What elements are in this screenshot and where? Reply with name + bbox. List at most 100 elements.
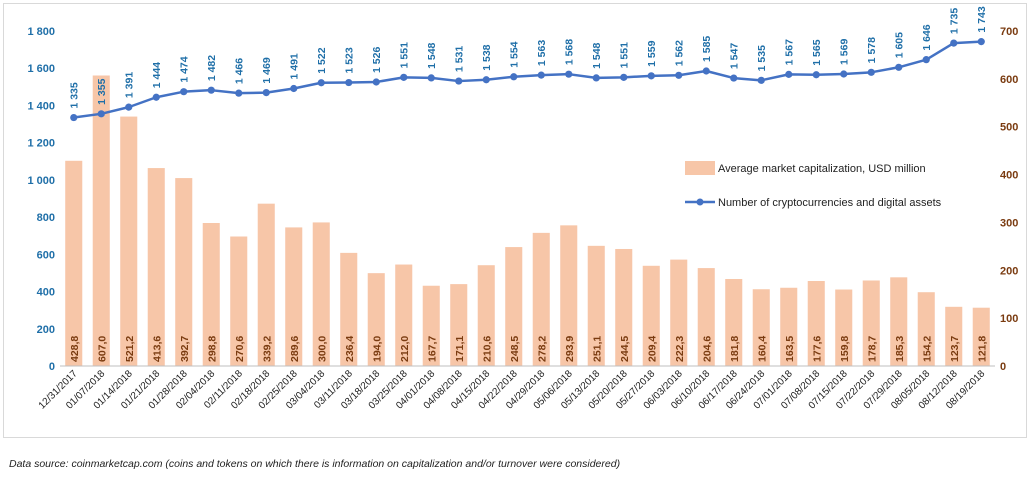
bar-value-label: 521,2	[124, 336, 136, 362]
line-value-label: 1 335	[69, 82, 81, 108]
line-value-label: 1 551	[399, 42, 411, 68]
line-value-label: 1 551	[619, 42, 631, 68]
bar	[230, 236, 248, 366]
bar-value-label: 339,2	[261, 336, 273, 362]
line-point	[152, 93, 160, 101]
bar	[615, 248, 633, 366]
right-axis-tick-label: 300	[1000, 217, 1018, 229]
line-point	[977, 38, 985, 46]
legend-line-marker	[696, 198, 704, 206]
line-value-label: 1 538	[481, 44, 493, 70]
line-point	[345, 78, 353, 87]
bar-value-label: 167,7	[426, 336, 438, 362]
bar-value-label: 181,8	[729, 336, 741, 362]
bar-value-label: 413,6	[151, 336, 163, 362]
bar-series	[65, 75, 990, 366]
legend-line-label: Number of cryptocurrencies and digital a…	[718, 197, 942, 209]
bar-value-label: 289,6	[289, 336, 301, 362]
line-value-label: 1 735	[949, 8, 961, 34]
bar	[560, 225, 578, 366]
legend-bar-label: Average market capitalization, USD milli…	[718, 163, 926, 175]
bar-value-label: 185,3	[894, 336, 906, 362]
bar-value-label: 222,3	[674, 336, 686, 362]
bar	[422, 285, 440, 366]
line-point	[757, 76, 765, 84]
line-value-label: 1 743	[976, 6, 988, 32]
bar	[285, 227, 303, 366]
left-axis-tick-label: 800	[37, 212, 55, 224]
line-value-label: 1 355	[96, 78, 108, 104]
bar-value-label: 212,0	[399, 336, 411, 362]
line-point	[125, 103, 133, 111]
line-value-label: 1 391	[124, 72, 136, 98]
right-axis-tick-label: 0	[1000, 361, 1006, 373]
line-point	[180, 88, 188, 96]
bar-value-label: 236,4	[344, 336, 356, 362]
line-point	[317, 79, 325, 87]
line-value-label: 1 474	[179, 56, 191, 82]
bar-value-label: 209,4	[646, 336, 658, 362]
line-value-label: 1 547	[729, 43, 741, 69]
line-value-label: 1 522	[316, 47, 328, 73]
legend: Average market capitalization, USD milli…	[685, 161, 942, 209]
bar	[945, 306, 963, 366]
bar-value-label: 210,6	[481, 336, 493, 362]
source-note: Data source: coinmarketcap.com (coins an…	[9, 458, 621, 470]
line-point	[730, 74, 738, 82]
bar-value-label: 123,7	[949, 336, 961, 362]
bar-value-label: 204,6	[701, 336, 713, 362]
line-value-label: 1 559	[646, 40, 658, 66]
line-value-label: 1 569	[839, 39, 851, 65]
bar-value-label: 154,2	[921, 336, 933, 362]
bar-value-label: 194,0	[371, 336, 383, 362]
line-point	[427, 74, 435, 82]
line-value-label: 1 469	[261, 57, 273, 83]
bar	[780, 287, 798, 366]
bar	[312, 222, 330, 366]
left-axis-tick-label: 0	[49, 361, 55, 373]
bar	[505, 247, 523, 366]
bar	[477, 265, 495, 366]
bar	[890, 277, 908, 366]
bar-value-label: 159,8	[839, 336, 851, 362]
right-axis-tick-label: 100	[1000, 313, 1018, 325]
bar	[807, 281, 825, 366]
line-point	[482, 76, 490, 84]
line-value-label: 1 482	[206, 55, 218, 81]
bar-value-label: 121,8	[976, 336, 988, 362]
line-series	[70, 38, 985, 122]
bar-value-label: 392,7	[179, 336, 191, 362]
left-axis-tick-label: 200	[37, 324, 55, 336]
left-axis-ticks: 0 200 400 600 800 1 000 1 200 1 400 1 600 1 800	[27, 26, 55, 373]
bar-value-label: 300,0	[316, 336, 328, 362]
bar	[257, 203, 275, 366]
line-point	[97, 110, 105, 118]
bar-value-label: 177,6	[811, 336, 823, 362]
bar	[532, 232, 550, 366]
left-axis-tick-label: 1 600	[27, 63, 55, 75]
bar	[862, 280, 880, 366]
line-point	[620, 73, 628, 81]
line-point	[235, 89, 243, 97]
line-value-labels: 1 335 1 355 1 391 1 444 1 474 1 482 1 466 1 469…	[69, 6, 989, 108]
line-value-label: 1 548	[591, 42, 603, 68]
line-point	[785, 70, 793, 78]
bar	[450, 284, 468, 366]
bar-value-label: 298,8	[206, 336, 218, 362]
bar	[147, 168, 165, 366]
bar	[92, 75, 110, 366]
bar	[367, 273, 385, 366]
bar-value-label: 178,7	[866, 336, 878, 362]
line-value-label: 1 585	[701, 36, 713, 62]
right-axis-ticks: 0 100 200 300 400 500 600 700	[1000, 26, 1018, 373]
right-axis-tick-label: 200	[1000, 265, 1018, 277]
bar	[120, 116, 138, 366]
left-axis-tick-label: 1 200	[27, 138, 55, 150]
line-value-label: 1 568	[564, 39, 576, 65]
line-point	[290, 84, 298, 93]
line-point	[840, 70, 848, 78]
line-point	[455, 77, 463, 85]
bar	[670, 259, 688, 366]
line-value-label: 1 491	[289, 53, 301, 79]
right-axis-tick-label: 700	[1000, 26, 1018, 38]
